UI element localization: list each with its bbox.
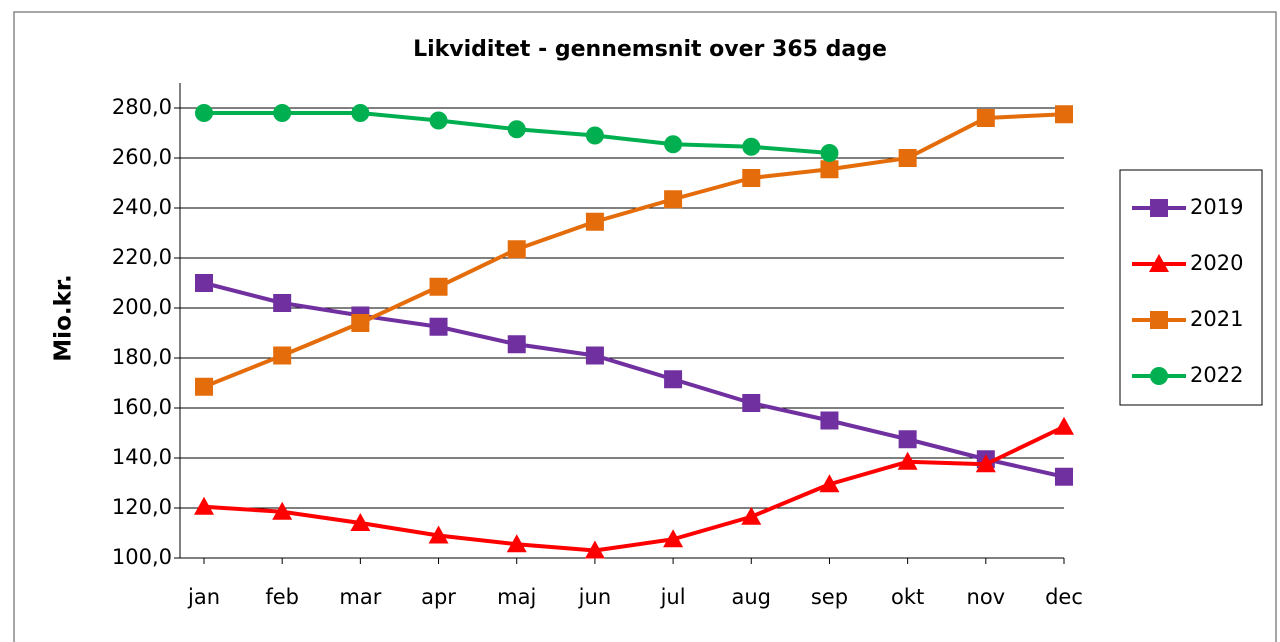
marker (194, 496, 214, 515)
series-line (203, 112, 1065, 389)
marker (429, 317, 448, 336)
marker (1150, 199, 1168, 217)
y-tick-label: 180,0 (112, 345, 172, 369)
y-tick-label: 280,0 (112, 95, 172, 119)
marker (273, 104, 292, 122)
marker (585, 126, 604, 145)
marker (820, 144, 839, 162)
x-tick-label: apr (421, 585, 456, 609)
marker (898, 149, 917, 167)
x-tick-label: nov (967, 585, 1006, 609)
y-tick-label: 220,0 (112, 245, 172, 269)
marker (819, 474, 840, 493)
chart-frame (13, 11, 1277, 642)
marker (273, 346, 292, 365)
x-tick-label: mar (339, 585, 381, 609)
chart-title: Likviditet - gennemsnit over 365 dage (413, 37, 887, 62)
x-tick-label: jan (187, 585, 220, 609)
marker (664, 190, 683, 209)
marker (664, 135, 683, 154)
marker (1150, 367, 1168, 385)
marker (1055, 105, 1073, 124)
y-tick-label: 120,0 (112, 495, 172, 519)
marker (585, 346, 604, 365)
x-tick-label: feb (265, 585, 299, 609)
marker (429, 277, 448, 296)
marker (664, 370, 683, 389)
marker (1150, 311, 1168, 329)
marker (1054, 416, 1074, 435)
marker (272, 501, 293, 520)
marker (351, 104, 370, 122)
y-tick-label: 240,0 (112, 195, 172, 219)
x-tick-label: jun (578, 585, 611, 609)
legend-label: 2022 (1190, 363, 1243, 387)
marker (195, 274, 213, 292)
marker (428, 525, 449, 544)
marker (195, 104, 213, 122)
marker (1055, 467, 1073, 486)
marker (742, 137, 761, 156)
marker (741, 506, 762, 525)
x-tick-label: okt (891, 585, 924, 609)
marker (820, 160, 839, 179)
legend-label: 2019 (1190, 195, 1243, 219)
x-tick-label: dec (1045, 585, 1083, 609)
legend-label: 2020 (1190, 251, 1243, 275)
marker (351, 314, 370, 332)
x-tick-label: aug (732, 585, 772, 609)
x-tick-label: jul (660, 585, 686, 609)
legend: 2019 2020 2021 2022 (1119, 169, 1263, 406)
marker (975, 454, 996, 473)
marker (273, 294, 292, 312)
marker (429, 111, 448, 130)
marker (742, 394, 761, 412)
marker (507, 335, 526, 354)
marker (897, 451, 918, 470)
marker (976, 109, 995, 127)
marker (820, 411, 839, 430)
series-line (203, 281, 1065, 479)
marker (584, 540, 605, 559)
y-axis-label: Mio.kr. (51, 274, 77, 361)
series-line (203, 424, 1065, 553)
x-tick-label: sep (811, 585, 848, 609)
marker (1149, 254, 1169, 272)
x-tick-label: maj (497, 585, 536, 609)
marker (195, 377, 213, 396)
marker (350, 513, 371, 531)
y-tick-label: 100,0 (112, 545, 172, 569)
y-tick-label: 200,0 (112, 295, 172, 319)
marker (506, 534, 527, 553)
marker (507, 240, 526, 259)
marker (742, 169, 761, 187)
marker (585, 212, 604, 231)
y-tick-label: 260,0 (112, 145, 172, 169)
legend-label: 2021 (1190, 307, 1243, 331)
y-tick-label: 160,0 (112, 395, 172, 419)
marker (507, 120, 526, 139)
marker (898, 430, 917, 449)
marker (663, 529, 684, 548)
y-tick-label: 140,0 (112, 445, 172, 469)
